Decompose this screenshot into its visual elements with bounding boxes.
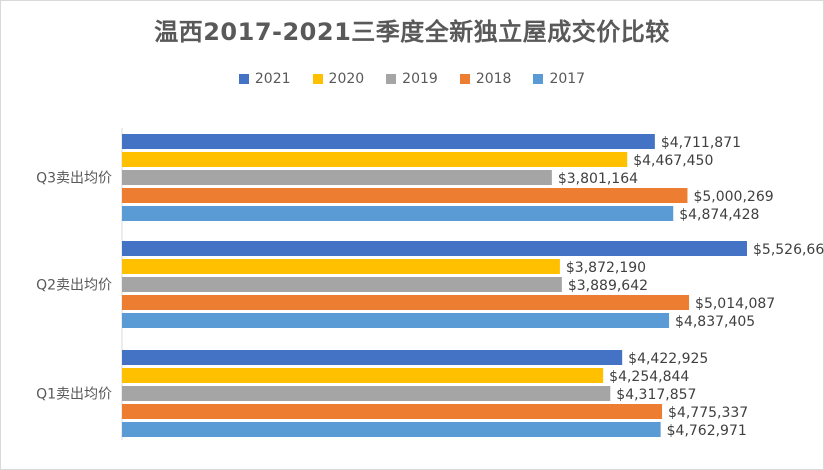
data-label: $4,874,428	[679, 207, 759, 223]
legend-swatch	[238, 74, 249, 84]
data-label: $4,775,337	[668, 405, 748, 421]
legend-item-2017: 2017	[533, 71, 585, 87]
data-label: $5,000,269	[693, 189, 773, 205]
bar-2017-q3	[122, 206, 674, 221]
legend-item-2021: 2021	[238, 71, 291, 87]
bar-2017-q2	[122, 313, 670, 328]
bar-2018-q3	[122, 188, 688, 203]
bar-2020-q2	[122, 259, 560, 274]
data-label: $4,422,925	[628, 351, 708, 367]
bar-2019-q1	[122, 386, 611, 401]
legend-item-2019: 2019	[386, 71, 438, 87]
bar-2019-q2	[122, 277, 562, 292]
bar-2017-q1	[122, 422, 661, 437]
bar-2018-q1	[122, 404, 663, 419]
data-label: $4,467,450	[633, 153, 713, 169]
legend-item-2018: 2018	[459, 71, 512, 87]
data-label: $4,711,871	[661, 135, 741, 151]
data-label: $3,889,642	[568, 278, 648, 294]
legend-swatch	[312, 74, 323, 84]
data-label: $3,801,164	[558, 171, 638, 187]
category-label: Q1卖出均价	[36, 387, 112, 403]
bar-2018-q2	[122, 295, 690, 310]
legend-swatch	[533, 74, 544, 84]
bar-2021-q3	[122, 134, 655, 149]
legend-label: 2020	[328, 71, 365, 87]
bar-2020-q1	[122, 368, 604, 383]
legend-item-2020: 2020	[312, 71, 365, 87]
bar-2021-q1	[122, 350, 623, 365]
legend-label: 2018	[475, 71, 512, 87]
category-label: Q2卖出均价	[36, 278, 112, 294]
data-label: $4,837,405	[675, 314, 755, 330]
legend-label: 2017	[549, 71, 586, 87]
legend-label: 2019	[402, 71, 438, 87]
data-label: $4,254,844	[609, 369, 689, 385]
data-label: $4,317,857	[616, 387, 696, 403]
data-label: $5,526,666	[753, 242, 824, 258]
bar-2019-q3	[122, 170, 552, 185]
bar-2020-q3	[122, 152, 628, 167]
chart-title: 温西2017-2021三季度全新独立屋成交价比较	[154, 18, 670, 46]
data-label: $5,014,087	[695, 296, 775, 312]
category-label: Q3卖出均价	[36, 171, 112, 187]
data-label: $4,762,971	[667, 423, 747, 439]
legend-label: 2021	[254, 71, 291, 87]
bar-2021-q2	[122, 241, 747, 256]
chart-legend: 2021 2020 2019 2018 2017	[0, 71, 824, 87]
legend-swatch	[386, 74, 397, 84]
legend-swatch	[459, 74, 470, 84]
data-label: $3,872,190	[566, 260, 646, 276]
